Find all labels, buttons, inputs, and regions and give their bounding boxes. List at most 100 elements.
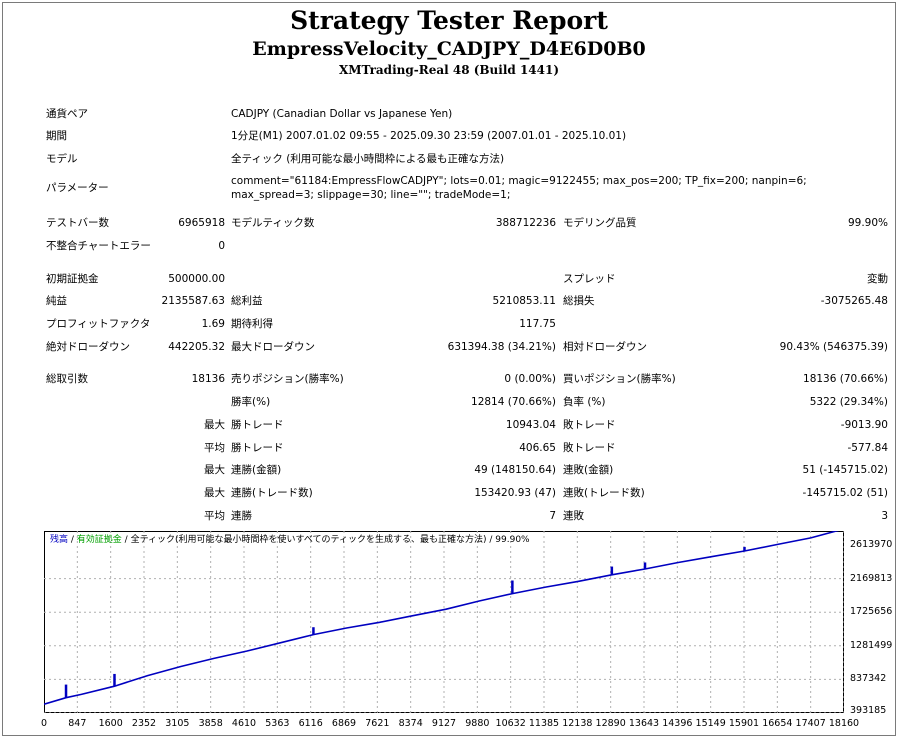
avg-consec-loss-value: 3 bbox=[881, 510, 888, 522]
x-tick-label: 8374 bbox=[398, 718, 423, 729]
net-value: 2135587.63 bbox=[161, 295, 225, 307]
x-tick-label: 17407 bbox=[795, 718, 826, 729]
x-tick-label: 7621 bbox=[365, 718, 390, 729]
largest-win-label: 勝トレード bbox=[231, 419, 284, 431]
avg-consec-loss-label: 連敗 bbox=[563, 510, 584, 522]
expected-value: 117.75 bbox=[519, 318, 556, 330]
long-value: 18136 (70.66%) bbox=[803, 373, 888, 385]
x-tick-label: 9880 bbox=[465, 718, 490, 729]
abs-dd-value: 442205.32 bbox=[168, 341, 225, 353]
x-tick-label: 847 bbox=[68, 718, 87, 729]
legend-separator: / bbox=[68, 535, 77, 545]
pf-label: プロフィットファクタ bbox=[46, 318, 151, 330]
consec-loss-amt-label: 連敗(金額) bbox=[563, 464, 614, 476]
y-tick-label: 1725656 bbox=[850, 606, 893, 618]
x-tick-label: 18160 bbox=[828, 718, 860, 729]
win-rate-label: 勝率(%) bbox=[231, 396, 271, 408]
legend-separator: / bbox=[121, 535, 131, 545]
avg-consec-label: 平均 bbox=[204, 510, 225, 522]
consec-loss-amt-value: 51 (-145715.02) bbox=[802, 464, 888, 476]
legend-quality: 99.90% bbox=[495, 535, 530, 545]
legend-separator: / bbox=[486, 535, 496, 545]
consec-win-cnt-label: 連勝(トレード数) bbox=[231, 487, 313, 499]
balance-line bbox=[44, 531, 840, 705]
max-dd-label: 最大ドローダウン bbox=[231, 341, 315, 353]
quality-value: 99.90% bbox=[847, 217, 888, 229]
gross-profit-value: 5210853.11 bbox=[492, 295, 556, 307]
ea-name: EmpressVelocity_CADJPY_D4E6D0B0 bbox=[252, 38, 646, 60]
max-consec-cnt-label: 最大 bbox=[204, 487, 225, 499]
avg-loss-value: -577.84 bbox=[847, 442, 888, 454]
x-tick-label: 3105 bbox=[165, 718, 190, 729]
x-tick-label: 12890 bbox=[595, 718, 626, 729]
x-tick-label: 10632 bbox=[495, 718, 526, 729]
x-tick-label: 15149 bbox=[695, 718, 726, 729]
x-tick-label: 11385 bbox=[528, 718, 560, 729]
y-tick-label: 2613970 bbox=[850, 539, 893, 550]
long-label: 買いポジション(勝率%) bbox=[563, 373, 676, 385]
gross-loss-value: -3075265.48 bbox=[820, 295, 888, 307]
params-label: パラメーター bbox=[46, 182, 109, 194]
x-tick-label: 0 bbox=[40, 718, 48, 729]
bars-label: テストバー数 bbox=[46, 217, 109, 229]
x-tick-label: 4610 bbox=[231, 718, 257, 729]
loss-rate-label: 負率 (%) bbox=[563, 396, 606, 408]
ticks-value: 388712236 bbox=[495, 217, 556, 229]
legend-balance: 残高 bbox=[50, 535, 69, 545]
x-tick-label: 2352 bbox=[131, 718, 157, 729]
balance-chart bbox=[44, 531, 844, 713]
x-tick-label: 9127 bbox=[431, 718, 457, 729]
x-tick-label: 13643 bbox=[628, 718, 660, 729]
y-tick-label: 393185 bbox=[850, 705, 887, 716]
mismatch-value: 0 bbox=[218, 240, 225, 252]
total-trades-label: 総取引数 bbox=[46, 373, 88, 385]
avg-win-value: 406.65 bbox=[519, 442, 556, 454]
y-tick-label: 837342 bbox=[850, 673, 887, 685]
y-tick-label: 2169813 bbox=[850, 572, 893, 584]
net-label: 純益 bbox=[46, 295, 67, 307]
largest-win-value: 10943.04 bbox=[505, 419, 556, 431]
symbol-value: CADJPY (Canadian Dollar vs Japanese Yen) bbox=[231, 108, 453, 120]
server-info: XMTrading-Real 48 (Build 1441) bbox=[338, 63, 560, 77]
avg-consec-win-value: 7 bbox=[549, 510, 556, 522]
period-value: 1分足(M1) 2007.01.02 09:55 - 2025.09.30 23… bbox=[231, 130, 627, 142]
x-tick-label: 16654 bbox=[762, 718, 793, 729]
gross-profit-label: 総利益 bbox=[231, 295, 263, 307]
consec-win-cnt-value: 153420.93 (47) bbox=[474, 487, 556, 499]
rel-dd-value: 90.43% (546375.39) bbox=[779, 341, 888, 353]
short-label: 売りポジション(勝率%) bbox=[231, 373, 344, 385]
short-value: 0 (0.00%) bbox=[504, 373, 556, 385]
largest-loss-value: -9013.90 bbox=[840, 419, 888, 431]
win-rate-value: 12814 (70.66%) bbox=[471, 396, 556, 408]
deposit-value: 500000.00 bbox=[168, 273, 225, 285]
period-label: 期間 bbox=[46, 130, 67, 142]
deposit-label: 初期証拠金 bbox=[46, 273, 99, 285]
x-tick-label: 5363 bbox=[265, 718, 290, 729]
abs-dd-label: 絶対ドローダウン bbox=[46, 341, 130, 353]
x-tick-label: 3858 bbox=[198, 718, 223, 729]
x-tick-label: 1600 bbox=[98, 718, 123, 729]
largest-loss-label: 敗トレード bbox=[563, 419, 616, 431]
rel-dd-label: 相対ドローダウン bbox=[563, 341, 647, 353]
average-label: 平均 bbox=[204, 442, 225, 454]
legend-equity: 有効証拠金 bbox=[76, 535, 122, 545]
x-tick-label: 15901 bbox=[728, 718, 760, 729]
consec-win-amt-label: 連勝(金額) bbox=[231, 464, 282, 476]
quality-label: モデリング品質 bbox=[563, 217, 637, 229]
report-title: Strategy Tester Report bbox=[290, 6, 608, 35]
bars-value: 6965918 bbox=[178, 217, 225, 229]
expected-label: 期待利得 bbox=[231, 318, 273, 330]
mismatch-label: 不整合チャートエラー bbox=[46, 240, 151, 252]
model-value: 全ティック (利用可能な最小時間枠による最も正確な方法) bbox=[231, 153, 505, 165]
chart-legend: 残高 / 有効証拠金 / 全ティック(利用可能な最小時間枠を使いすべてのティック… bbox=[50, 534, 530, 546]
consec-loss-cnt-label: 連敗(トレード数) bbox=[563, 487, 645, 499]
pf-value: 1.69 bbox=[201, 318, 225, 330]
x-tick-label: 6116 bbox=[298, 718, 323, 729]
spread-label: スプレッド bbox=[563, 273, 616, 285]
largest-label: 最大 bbox=[204, 419, 225, 431]
x-tick-label: 12138 bbox=[562, 718, 593, 729]
max-consec-amt-label: 最大 bbox=[204, 464, 225, 476]
total-trades-value: 18136 bbox=[191, 373, 225, 385]
avg-loss-label: 敗トレード bbox=[563, 442, 616, 454]
y-tick-label: 1281499 bbox=[850, 639, 893, 651]
